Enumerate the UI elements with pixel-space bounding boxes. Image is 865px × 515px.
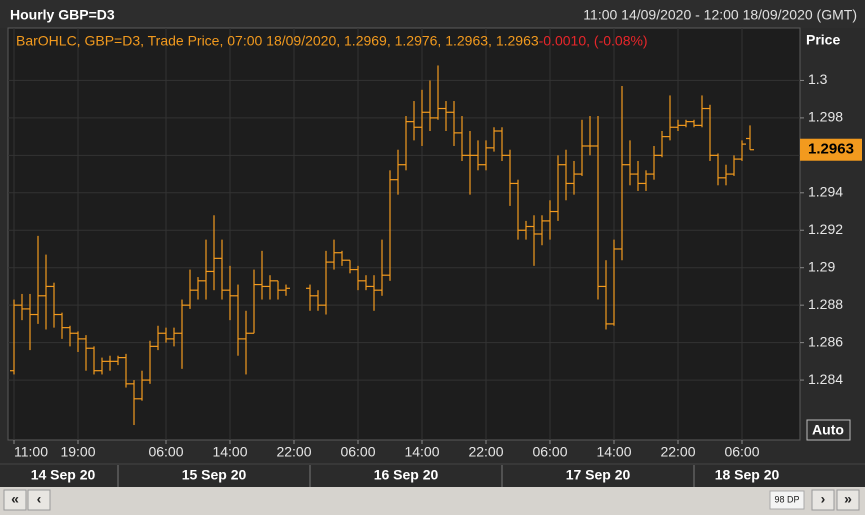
last-price-tag (800, 138, 862, 161)
data-points-box (769, 490, 805, 510)
x-tick-label: 06:00 (148, 444, 183, 460)
scroll-first-label[interactable]: « (11, 491, 19, 507)
x-tick-label: 22:00 (276, 444, 311, 460)
scroll-first[interactable] (3, 489, 27, 511)
day-label: 17 Sep 20 (566, 467, 631, 483)
x-tick-label: 06:00 (724, 444, 759, 460)
scroll-last-label[interactable]: » (844, 491, 852, 507)
y-tick-label: 1.288 (808, 296, 843, 312)
auto-button-label[interactable]: Auto (812, 422, 844, 438)
x-tick-label: 19:00 (60, 444, 95, 460)
scroll-next[interactable] (811, 489, 835, 511)
auto-button[interactable] (806, 419, 851, 441)
day-label: 18 Sep 20 (715, 467, 780, 483)
day-label: 15 Sep 20 (182, 467, 247, 483)
date-range: 11:00 14/09/2020 - 12:00 18/09/2020 (GMT… (583, 7, 857, 23)
last-price-label: 1.2963 (808, 141, 854, 158)
legend-change: -0.0010, (-0.08%) (539, 33, 648, 49)
day-label: 16 Sep 20 (374, 467, 439, 483)
y-tick-label: 1.3 (808, 71, 828, 87)
y-axis-label: Price (806, 32, 840, 48)
scroll-prev-label[interactable]: ‹ (37, 491, 42, 507)
y-tick-label: 1.286 (808, 333, 843, 349)
legend-text: BarOHLC, GBP=D3, Trade Price, 07:00 18/0… (16, 33, 539, 49)
scroll-prev[interactable] (27, 489, 51, 511)
x-tick-label: 22:00 (468, 444, 503, 460)
x-tick-label: 06:00 (340, 444, 375, 460)
grid (8, 28, 800, 440)
scroll-next-label[interactable]: › (821, 491, 826, 507)
x-tick-label: 14:00 (596, 444, 631, 460)
data-points: 98 DP (774, 494, 799, 504)
scroll-last[interactable] (836, 489, 860, 511)
bars (10, 65, 754, 426)
plot-area (7, 27, 801, 441)
scrollbar (0, 487, 865, 515)
x-tick-label: 11:00 (14, 444, 48, 460)
chart-title: Hourly GBP=D3 (10, 7, 115, 23)
x-tick-label: 14:00 (404, 444, 439, 460)
y-tick-label: 1.29 (808, 258, 835, 274)
title-bar (0, 0, 865, 28)
y-tick-label: 1.292 (808, 221, 843, 237)
x-tick-label: 14:00 (212, 444, 247, 460)
y-tick-label: 1.298 (808, 109, 843, 125)
y-tick-label: 1.294 (808, 184, 843, 200)
x-tick-label: 06:00 (532, 444, 567, 460)
day-label: 14 Sep 20 (31, 467, 96, 483)
x-tick-label: 22:00 (660, 444, 695, 460)
y-tick-label: 1.284 (808, 371, 843, 387)
